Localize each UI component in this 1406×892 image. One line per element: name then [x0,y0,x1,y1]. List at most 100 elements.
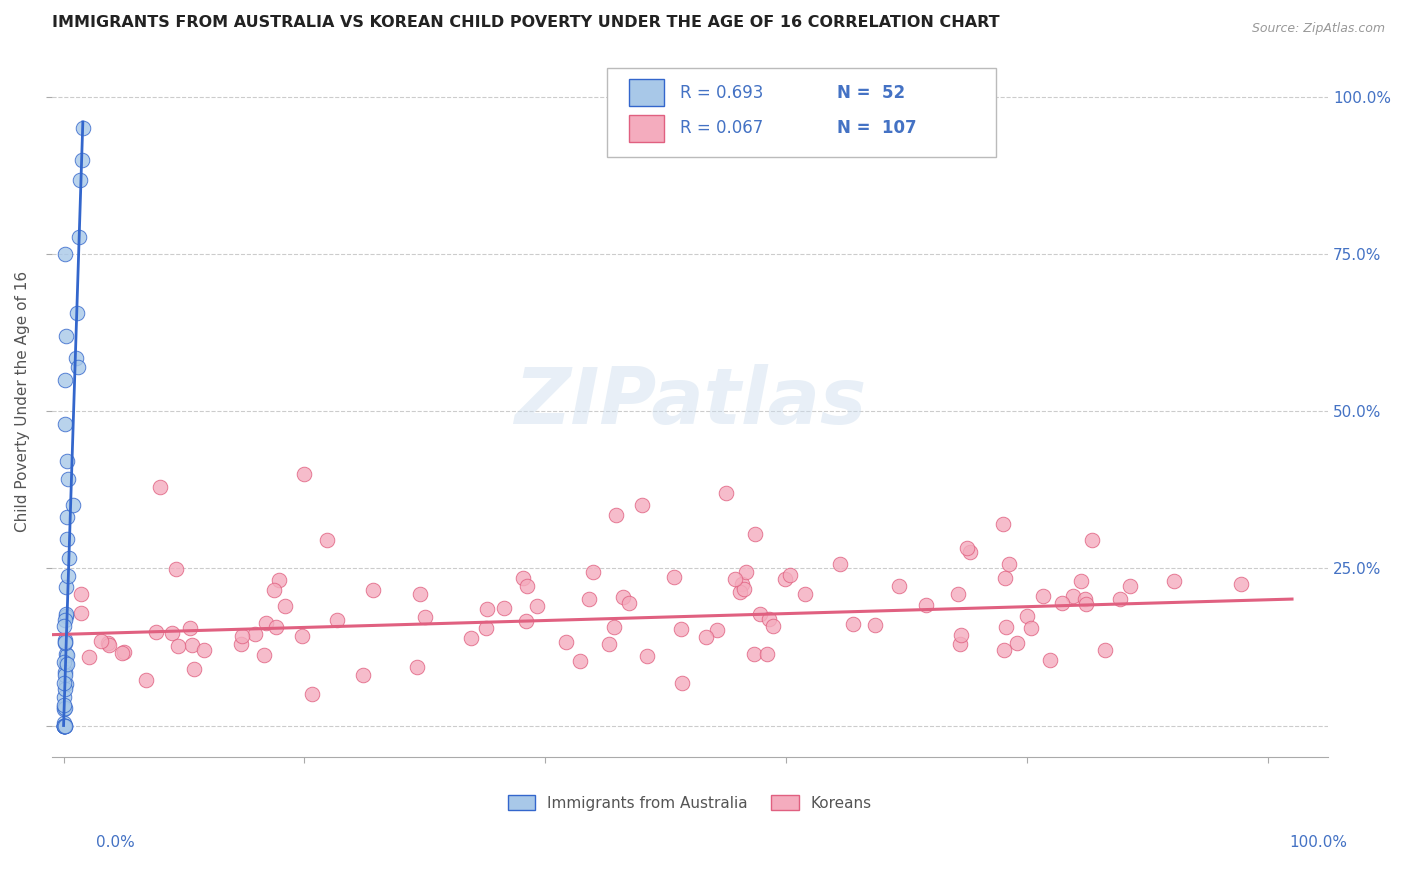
Point [145,624,167,639]
Point [706,624,728,638]
Point [512,571,534,585]
Point [724,572,747,586]
Point [55,677,77,691]
Point [475,621,498,635]
Point [183,662,205,676]
Point [1005,636,1028,650]
Point [69,173,91,187]
Point [956,541,979,555]
Point [991,517,1014,532]
Point [758,612,780,626]
Point [67,230,90,244]
Point [53,718,76,732]
Point [1017,609,1039,624]
Point [619,597,641,611]
Point [413,610,436,624]
Point [231,629,253,643]
Point [56,472,79,486]
Point [578,591,600,606]
Point [56,532,79,546]
Point [70,607,93,621]
Point [55,607,77,622]
Point [66,359,89,374]
Point [53,667,76,681]
Point [475,602,498,616]
Point [1039,653,1062,667]
Point [53,682,76,697]
Point [1074,592,1097,607]
Point [1119,579,1142,593]
Point [842,616,865,631]
Point [55,580,77,594]
Point [53,718,76,732]
Point [53,655,76,669]
Point [325,613,347,627]
Point [889,578,911,592]
Point [636,648,658,663]
Point [55,657,77,671]
Point [274,599,297,614]
Point [112,645,135,659]
Point [52,715,75,730]
Point [291,629,314,643]
Point [794,587,817,601]
Point [62,499,84,513]
Point [526,599,548,614]
Point [1230,576,1253,591]
Point [946,586,969,600]
Point [53,690,76,704]
Point [998,557,1021,571]
Point [773,572,796,586]
Point [53,417,76,431]
Point [294,467,316,481]
Point [1052,596,1074,610]
Text: 0.0%: 0.0% [96,836,135,850]
Point [231,637,253,651]
Point [149,479,172,493]
Point [267,573,290,587]
Point [55,454,77,468]
Point [111,646,134,660]
Point [742,647,765,661]
Point [70,153,93,167]
Point [949,628,972,642]
Point [605,508,627,522]
Point [492,601,515,615]
Point [53,718,76,732]
Point [56,569,79,583]
Point [582,565,605,579]
Point [66,306,89,320]
Point [53,635,76,649]
Point [55,609,77,624]
Point [733,582,755,596]
Point [166,639,188,653]
Point [630,499,652,513]
Point [756,647,779,661]
Point [55,632,77,647]
Point [53,676,76,690]
Point [55,647,77,661]
Point [830,557,852,571]
Point [52,718,75,732]
Point [671,676,693,690]
Point [1163,574,1185,589]
Point [515,615,537,629]
Point [516,579,538,593]
Point [264,620,287,634]
Point [695,630,717,644]
Point [1109,591,1132,606]
Point [52,718,75,732]
Point [135,673,157,687]
Point [52,718,75,732]
Text: N =  52: N = 52 [837,84,905,102]
Text: R = 0.693: R = 0.693 [679,84,763,102]
Point [53,702,76,716]
Bar [628,115,664,142]
Point [316,533,339,548]
Point [72,121,94,136]
Point [363,582,385,597]
Point [1021,621,1043,635]
Point [352,668,374,682]
Point [744,526,766,541]
Point [53,636,76,650]
